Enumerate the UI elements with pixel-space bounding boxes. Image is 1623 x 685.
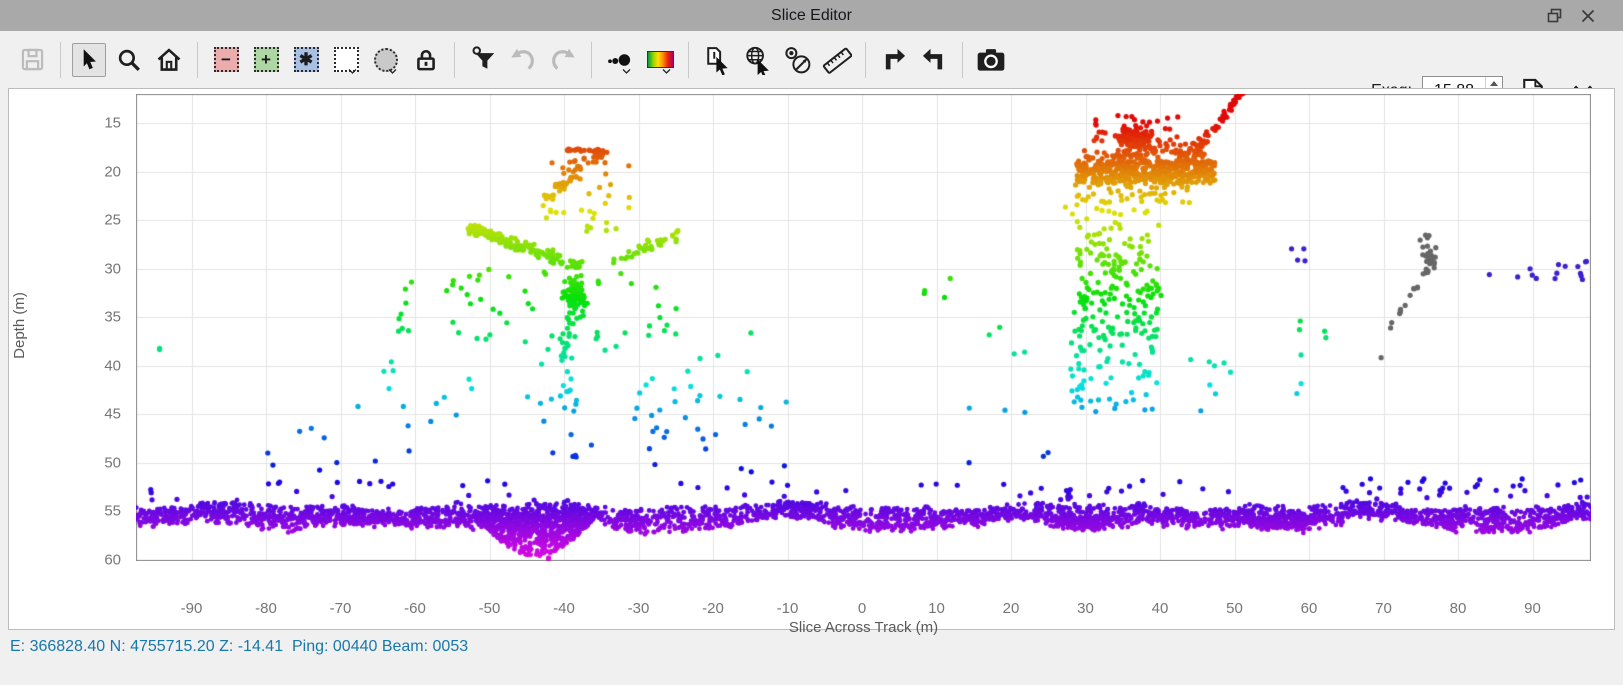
point-size-icon (608, 53, 631, 66)
globe-cursor-icon (746, 46, 769, 75)
chevron-down-icon (622, 61, 631, 79)
x-tick-label: 90 (1524, 600, 1541, 617)
turn-right-button[interactable] (877, 43, 911, 77)
ruler-icon (822, 47, 852, 74)
toolbar-separator (197, 41, 198, 78)
splat-selection-button[interactable]: ✱ (289, 43, 323, 77)
pick-info-icon (707, 46, 728, 75)
x-tick-label: -40 (553, 600, 575, 617)
x-tick-label: 50 (1226, 600, 1243, 617)
x-tick-label: 60 (1300, 600, 1318, 617)
slice-plot-panel: 15 20 25 30 35 40 45 50 55 60 -90 -80 -70 -60 -50 -40 -… (8, 88, 1615, 636)
camera-icon (977, 48, 1005, 71)
x-tick-label: -90 (180, 600, 203, 617)
x-tick-label: 20 (1002, 600, 1020, 617)
x-tick-label: -30 (627, 600, 650, 617)
redo-button[interactable] (546, 43, 580, 77)
toolbar: − + ✱ (0, 31, 1623, 106)
colormap-button[interactable] (643, 43, 677, 77)
x-tick-label: -80 (255, 600, 277, 617)
close-icon (1581, 9, 1595, 22)
toolbar-separator (688, 41, 689, 78)
reject-selection-icon: − (213, 47, 239, 72)
y-axis-title: Depth (m) (11, 292, 28, 359)
zoom-button[interactable] (112, 43, 146, 77)
toolbar-separator (865, 41, 866, 78)
x-tick-label: 80 (1449, 600, 1467, 617)
x-tick-label: 30 (1077, 600, 1094, 617)
float-icon (1547, 8, 1561, 23)
turn-left-icon (922, 48, 943, 69)
y-tick-label: 55 (104, 502, 121, 520)
float-window-button[interactable] (1545, 7, 1563, 25)
x-axis-title: Slice Across Track (m) (788, 619, 939, 636)
splat-selection-icon: ✱ (293, 47, 319, 72)
save-icon (21, 48, 43, 71)
pick-info-button[interactable] (700, 43, 734, 77)
filter-icon (472, 45, 495, 69)
snapshot-button[interactable] (974, 43, 1008, 77)
home-button[interactable] (152, 43, 186, 77)
y-tick-label: 40 (104, 357, 121, 375)
close-window-button[interactable] (1579, 7, 1597, 25)
filter-button[interactable] (466, 43, 500, 77)
rectangle-select-button[interactable] (329, 43, 363, 77)
status-readout: E: 366828.40 N: 4755715.20 Z: -14.41 Pin… (10, 638, 469, 655)
toolbar-separator (962, 41, 963, 78)
y-tick-label: 30 (104, 260, 121, 278)
toolbar-separator (454, 41, 455, 78)
cursor-icon (83, 48, 96, 69)
x-tick-label: 0 (857, 600, 867, 617)
status-bar: E: 366828.40 N: 4755715.20 Z: -14.41 Pin… (0, 632, 1623, 662)
undo-icon (511, 48, 534, 70)
bearing-button[interactable] (780, 43, 814, 77)
turn-left-button[interactable] (917, 43, 951, 77)
magnifier-icon (118, 49, 140, 71)
chevron-down-icon (348, 61, 357, 79)
y-tick-label: 60 (104, 551, 121, 569)
colormap-icon (646, 51, 674, 68)
x-tick-label: 10 (928, 600, 945, 617)
x-tick-label: -70 (329, 600, 352, 617)
select-cursor-button[interactable] (72, 42, 106, 77)
bearing-icon (785, 46, 811, 73)
measure-button[interactable] (820, 43, 854, 77)
accept-selection-icon: + (253, 47, 279, 72)
y-tick-label: 35 (104, 308, 121, 326)
toolbar-separator (60, 41, 61, 78)
lasso-select-button[interactable] (369, 43, 403, 77)
x-tick-label: 70 (1375, 600, 1392, 617)
x-tick-label: -60 (404, 600, 426, 617)
y-tick-label: 20 (104, 163, 121, 181)
chevron-down-icon (388, 61, 397, 79)
point-size-button[interactable] (603, 43, 637, 77)
y-tick-label: 50 (104, 454, 121, 472)
save-button[interactable] (15, 43, 49, 77)
window-title: Slice Editor (771, 6, 852, 24)
x-tick-label: 40 (1151, 600, 1169, 617)
chevron-down-icon (662, 61, 671, 79)
y-tick-label: 25 (104, 211, 121, 229)
x-tick-label: -20 (702, 600, 724, 617)
slice-scatter-plot[interactable] (136, 94, 1591, 561)
turn-right-icon (885, 48, 906, 69)
window-titlebar: Slice Editor (0, 0, 1623, 31)
y-tick-label: 15 (104, 114, 121, 132)
home-icon (157, 47, 181, 71)
x-tick-label: -10 (776, 600, 799, 617)
accept-selection-button[interactable]: + (249, 43, 283, 77)
triangle-up-icon (1490, 81, 1498, 86)
undo-button[interactable] (506, 43, 540, 77)
rectangle-select-icon (333, 47, 359, 72)
lock-icon (417, 49, 435, 70)
spin-up-button[interactable] (1486, 77, 1502, 91)
y-tick-label: 45 (104, 405, 121, 423)
pick-geo-button[interactable] (740, 43, 774, 77)
x-tick-label: -50 (478, 600, 501, 617)
lock-button[interactable] (409, 43, 443, 77)
toolbar-separator (591, 41, 592, 78)
reject-selection-button[interactable]: − (209, 43, 243, 77)
lasso-select-icon (374, 47, 398, 72)
redo-icon (552, 48, 575, 70)
